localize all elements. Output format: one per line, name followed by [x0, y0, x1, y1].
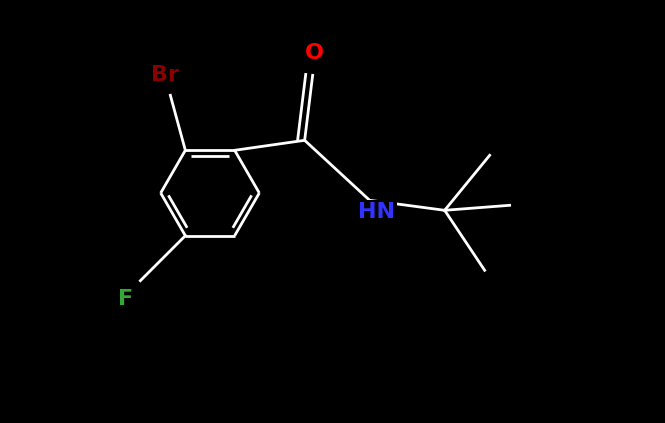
Text: Br: Br: [152, 65, 180, 85]
Text: O: O: [305, 43, 324, 63]
Text: F: F: [118, 288, 133, 309]
Text: HN: HN: [358, 202, 395, 222]
